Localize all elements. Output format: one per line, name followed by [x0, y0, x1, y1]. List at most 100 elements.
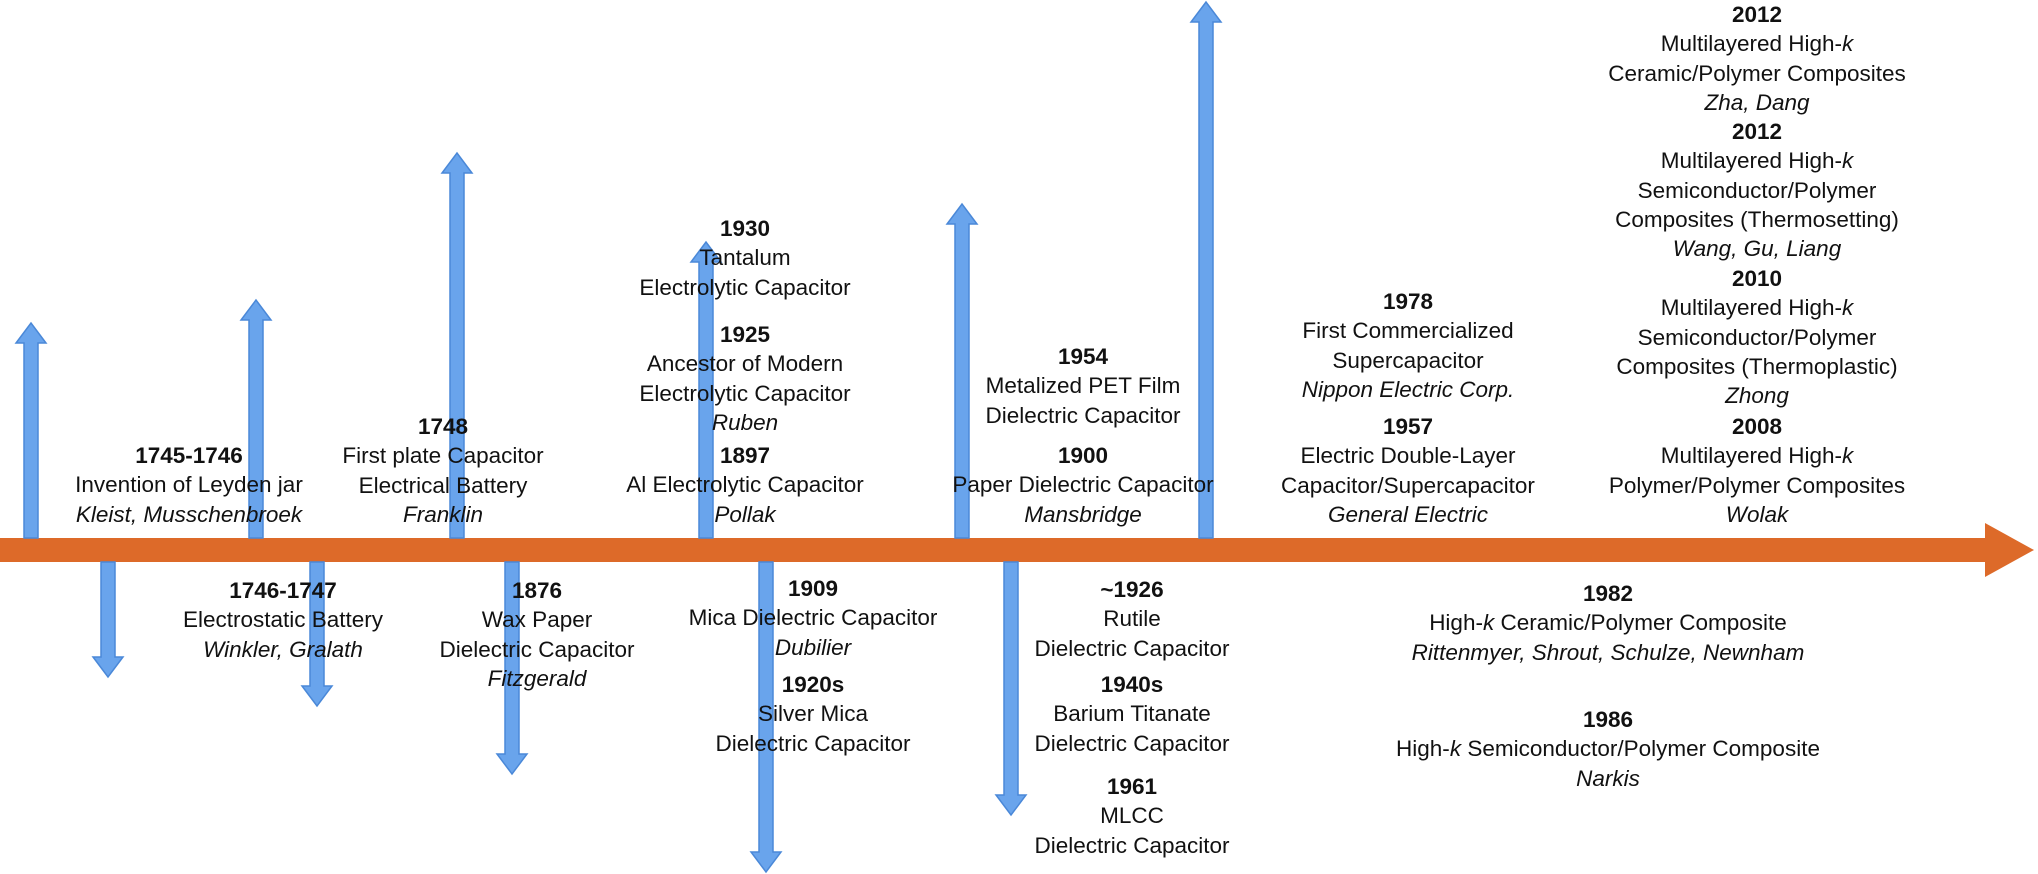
event-1876: 1876 Wax Paper Dielectric Capacitor Fitzger…: [317, 576, 757, 693]
event-1954: 1954 Metalized PET Film Dielectric Capacit…: [863, 342, 1303, 430]
event-year: 1940s: [1100, 672, 1164, 697]
event-description-line: Ceramic/Polymer Composites: [1608, 60, 1906, 86]
arrow-down-1876: [300, 561, 334, 708]
event-year: 1930: [719, 216, 771, 241]
event-year: 1954: [1057, 344, 1109, 369]
event-description-line: Multilayered High-k: [1660, 148, 1854, 174]
event-description-line: Barium Titanate: [1053, 701, 1211, 727]
event-year: 1745-1746: [135, 443, 243, 468]
event-author: General Electric: [1327, 501, 1489, 527]
event-author: Zha, Dang: [1704, 89, 1810, 115]
event-author: Narkis: [1576, 765, 1640, 791]
event-description-line: Semiconductor/Polymer: [1637, 324, 1877, 350]
timeline-arrowhead: [1985, 523, 2034, 577]
event-description-line: Dielectric Capacitor: [439, 636, 635, 662]
event-year: 1925: [719, 322, 771, 347]
event-author: Wang, Gu, Liang: [1672, 236, 1842, 262]
arrow-down-1746: [91, 561, 125, 679]
variable-k: k: [1842, 148, 1854, 174]
event-description-line: High-k Semiconductor/Polymer Composite: [1396, 736, 1820, 762]
arrow-up-1748: [239, 298, 273, 539]
event-author: Fitzgerald: [487, 665, 587, 691]
event-1925: 1925 Ancestor of Modern Electrolytic Capac…: [525, 320, 965, 437]
event-author: Dubilier: [774, 634, 852, 660]
arrow-down-1982: [994, 561, 1028, 817]
event-year: 1986: [1582, 707, 1634, 732]
event-year: 1920s: [781, 672, 845, 697]
event-description-line: Supercapacitor: [1332, 347, 1484, 373]
event-description-line: MLCC: [1100, 803, 1164, 829]
event-description-line: Multilayered High-k: [1660, 443, 1854, 469]
event-description-line: First plate Capacitor: [342, 443, 544, 469]
event-year: 1957: [1382, 414, 1434, 439]
event-1982: 1982 High-k Ceramic/Polymer Composite Ritt…: [1388, 579, 1828, 667]
event-description-line: Paper Dielectric Capacitor: [952, 472, 1214, 498]
event-year: 2010: [1731, 266, 1783, 291]
event-year: 1900: [1057, 443, 1109, 468]
event-2012-ceramic: 2012 Multilayered High-k Ceramic/Polymer C…: [1537, 0, 1977, 117]
event-author: Franklin: [402, 501, 484, 527]
event-year: ~1926: [1100, 577, 1164, 602]
event-1926: ~1926 Rutile Dielectric Capacitor: [912, 575, 1352, 663]
event-2010: 2010 Multilayered High-k Semiconductor/Pol…: [1537, 264, 1977, 410]
timeline-bar: [0, 538, 1990, 562]
event-description-line: Electrostatic Battery: [182, 607, 384, 633]
event-year: 1748: [417, 414, 469, 439]
event-description-line: Electrolytic Capacitor: [639, 380, 851, 406]
event-author: Nippon Electric Corp.: [1301, 376, 1515, 402]
event-author: Rittenmyer, Shrout, Schulze, Newnham: [1411, 639, 1805, 665]
event-description-line: Dielectric Capacitor: [1034, 832, 1230, 858]
event-description-line: Composites (Thermosetting): [1615, 206, 1899, 232]
event-description-line: High-k Ceramic/Polymer Composite: [1429, 610, 1787, 636]
event-description-line: Al Electrolytic Capacitor: [626, 472, 864, 498]
event-1909: 1909 Mica Dielectric Capacitor Dubilier: [593, 574, 1033, 662]
event-description-line: Dielectric Capacitor: [985, 402, 1181, 428]
event-description-line: Semiconductor/Polymer: [1637, 177, 1877, 203]
arrow-down-1926: [749, 561, 783, 874]
event-year: 1909: [787, 576, 839, 601]
event-year: 1897: [719, 443, 771, 468]
event-1957: 1957 Electric Double-Layer Capacitor/Super…: [1188, 412, 1628, 529]
event-2012-semiconductor: 2012 Multilayered High-k Semiconductor/Pol…: [1537, 117, 1977, 263]
arrow-up-1900: [689, 240, 723, 539]
variable-k: k: [1842, 295, 1854, 321]
event-author: Winkler, Gralath: [203, 636, 363, 662]
event-description-line: Silver Mica: [757, 701, 869, 727]
event-description-line: Rutile: [1103, 606, 1161, 632]
event-description-line: Multilayered High-k: [1660, 295, 1854, 321]
event-author: Pollak: [714, 501, 776, 527]
event-description-line: Mica Dielectric Capacitor: [688, 605, 938, 631]
event-author: Mansbridge: [1024, 501, 1142, 527]
event-1745-1746: 1745-1746 Invention of Leyden jar Kleist, …: [0, 441, 409, 529]
event-year: 2012: [1731, 119, 1783, 144]
event-author: Kleist, Musschenbroek: [75, 501, 303, 527]
arrow-up-2008: [1189, 0, 1223, 539]
variable-k: k: [1449, 736, 1462, 762]
event-year: 1978: [1382, 289, 1434, 314]
event-year: 2012: [1731, 2, 1783, 27]
event-1746-1747: 1746-1747 Electrostatic Battery Winkler, G…: [63, 576, 503, 664]
event-description-line: Dielectric Capacitor: [1034, 635, 1230, 661]
event-description-line: Metalized PET Film: [985, 373, 1181, 399]
arrow-down-1909: [495, 561, 529, 776]
variable-k: k: [1842, 31, 1854, 57]
event-1978: 1978 First Commercialized Supercapacitor Ni…: [1188, 287, 1628, 404]
event-year: 1982: [1582, 581, 1634, 606]
arrow-up-1745: [14, 321, 48, 539]
event-1961: 1961 MLCC Dielectric Capacitor: [912, 772, 1352, 860]
event-year: 1961: [1106, 774, 1158, 799]
event-1897: 1897 Al Electrolytic Capacitor Pollak: [525, 441, 965, 529]
event-author: Ruben: [711, 409, 779, 435]
event-description-line: First Commercialized: [1302, 318, 1514, 344]
variable-k: k: [1842, 443, 1854, 469]
event-description-line: Multilayered High-k: [1660, 31, 1854, 57]
event-description-line: Dielectric Capacitor: [1034, 730, 1230, 756]
event-description-line: Capacitor/Supercapacitor: [1281, 472, 1535, 498]
event-description-line: Electrical Battery: [358, 472, 528, 498]
event-1900: 1900 Paper Dielectric Capacitor Mansbridge: [863, 441, 1303, 529]
arrow-up-1957: [945, 202, 979, 539]
event-description-line: Polymer/Polymer Composites: [1608, 472, 1906, 498]
event-description-line: Wax Paper: [481, 607, 593, 633]
